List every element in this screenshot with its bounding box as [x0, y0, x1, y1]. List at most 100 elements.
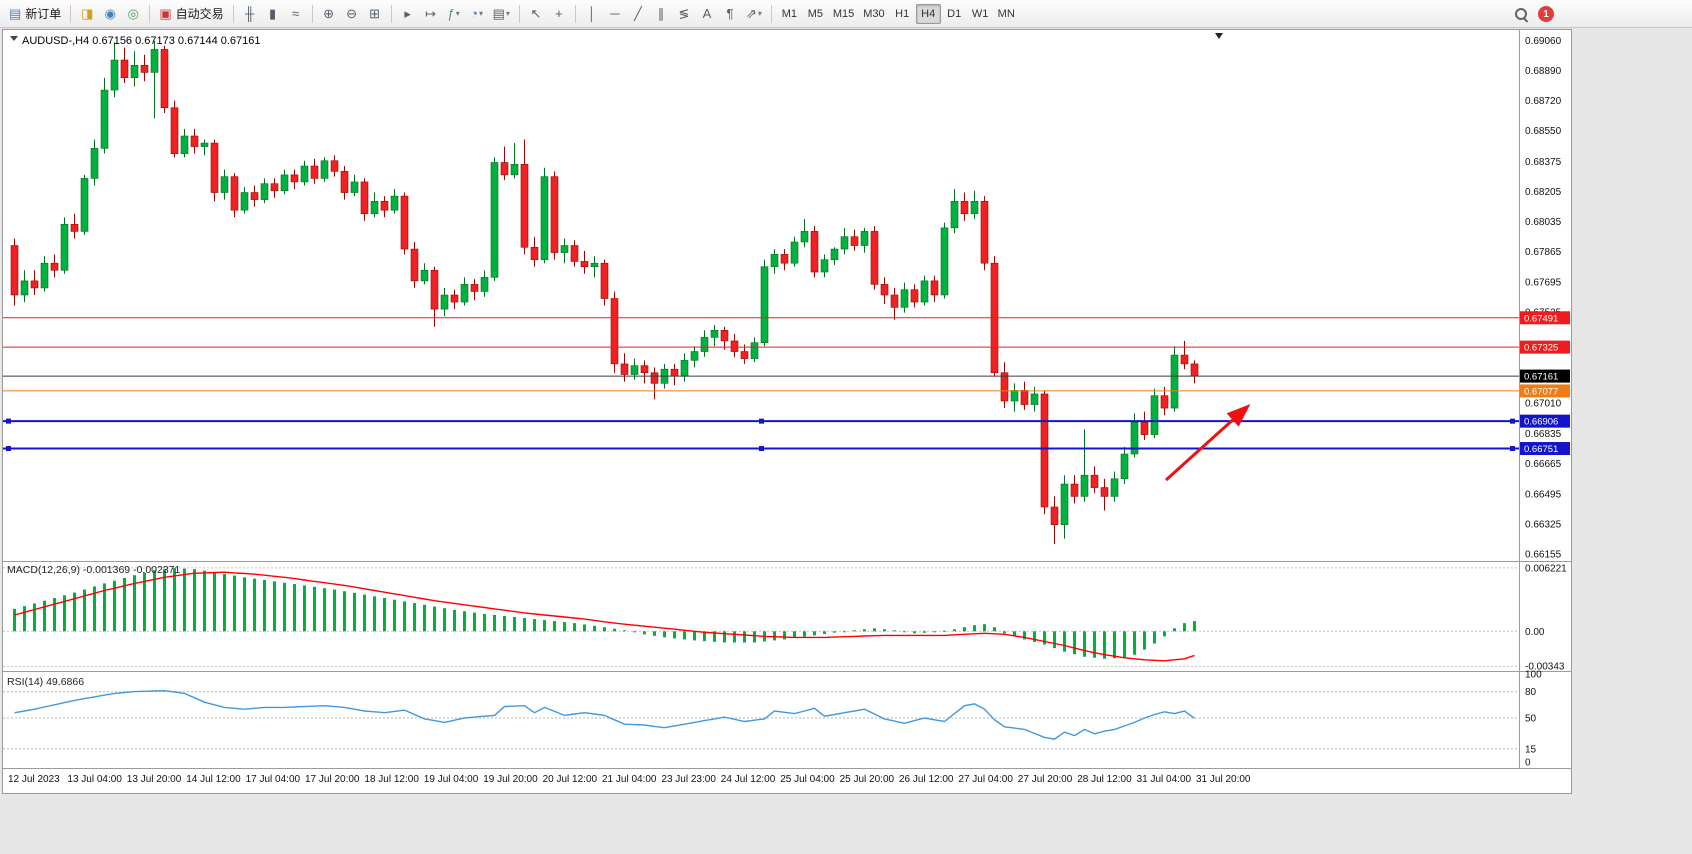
- indicators-icon[interactable]: ƒ ▾: [443, 3, 465, 25]
- templates-icon[interactable]: ▤ ▾: [489, 3, 514, 25]
- label-icon: ¶: [726, 6, 734, 21]
- svg-text:0.67491: 0.67491: [1524, 313, 1558, 324]
- chart-shift-icon: ↦: [425, 6, 437, 21]
- dropdown-arrow-icon[interactable]: ▾: [479, 9, 484, 18]
- timeframe-m1[interactable]: M1: [781, 7, 797, 20]
- autotrading-button-label: 自动交易: [175, 7, 224, 21]
- trend-arrow[interactable]: [1164, 403, 1251, 482]
- fibonacci-icon[interactable]: ≶: [673, 3, 695, 25]
- toolbar-separator: [70, 4, 72, 23]
- svg-text:0.66665: 0.66665: [1525, 459, 1562, 470]
- new-order-button[interactable]: ▤ 新订单: [5, 3, 65, 25]
- support-line-2-handle[interactable]: [6, 446, 11, 452]
- indicator-level-lines: [3, 567, 1519, 750]
- timeframe-m30[interactable]: M30: [863, 7, 885, 20]
- navigator-icon: ◉: [104, 6, 116, 21]
- timeframe-d1[interactable]: D1: [947, 7, 962, 20]
- channel-icon: ∥: [657, 6, 665, 21]
- horizontal-line-icon[interactable]: ─: [604, 3, 626, 25]
- navigator-icon[interactable]: ◉: [99, 3, 121, 25]
- chart-background: [3, 30, 1571, 793]
- autotrading-icon: ▣: [159, 6, 172, 21]
- support-line-1-handle[interactable]: [6, 418, 11, 424]
- timeframe-h4[interactable]: H4: [915, 3, 941, 24]
- svg-text:0.67325: 0.67325: [1524, 343, 1558, 354]
- channel-icon[interactable]: ∥: [650, 3, 672, 25]
- periods-icon[interactable]: ◔ ▾: [466, 3, 488, 25]
- svg-text:17 Jul 04:00: 17 Jul 04:00: [246, 774, 301, 785]
- timeframe-m5[interactable]: M5: [807, 7, 823, 20]
- cursor-icon[interactable]: ↖: [525, 3, 547, 25]
- svg-text:25 Jul 04:00: 25 Jul 04:00: [780, 774, 835, 785]
- svg-text:17 Jul 20:00: 17 Jul 20:00: [305, 774, 360, 785]
- candlestick-chart-icon: ▮: [269, 6, 277, 21]
- shapes-icon[interactable]: ⇗ ▾: [742, 3, 766, 25]
- text-icon[interactable]: A: [696, 3, 718, 25]
- crosshair-icon[interactable]: +: [548, 3, 570, 25]
- svg-text:0.66495: 0.66495: [1525, 489, 1562, 500]
- horizontal-line-icon: ─: [610, 6, 620, 21]
- auto-scroll-icon[interactable]: ▸: [397, 3, 419, 25]
- zoom-out-icon[interactable]: ⊖: [341, 3, 363, 25]
- svg-text:25 Jul 20:00: 25 Jul 20:00: [840, 774, 895, 785]
- rsi-line: [14, 689, 1195, 740]
- svg-text:0.00: 0.00: [1525, 627, 1545, 638]
- svg-text:26 Jul 12:00: 26 Jul 12:00: [899, 774, 954, 785]
- market-watch-icon: ◨: [81, 6, 94, 21]
- market-watch-icon[interactable]: ◨: [76, 3, 98, 25]
- svg-text:0.66325: 0.66325: [1525, 519, 1562, 530]
- trendline-icon[interactable]: ╱: [627, 3, 649, 25]
- svg-text:0.66155: 0.66155: [1525, 549, 1562, 560]
- toolbar-separator: [770, 4, 772, 23]
- autotrading-button[interactable]: ▣ 自动交易: [155, 3, 227, 25]
- pivot-line-orange-badge: [1520, 384, 1570, 398]
- support-line-2-handle[interactable]: [1510, 446, 1515, 452]
- date-axis: 12 Jul 2023 13 Jul 04:00 13 Jul 20:00 14 Ju…: [8, 774, 1251, 785]
- vertical-line-icon[interactable]: │: [581, 3, 603, 25]
- search-icon[interactable]: [1514, 7, 1529, 22]
- dropdown-arrow-icon[interactable]: ▾: [757, 9, 762, 18]
- dropdown-arrow-icon[interactable]: ▾: [455, 9, 460, 18]
- svg-text:0.66751: 0.66751: [1524, 444, 1558, 455]
- svg-text:23 Jul 23:00: 23 Jul 23:00: [661, 774, 716, 785]
- toolbar-separator: [390, 4, 392, 23]
- dropdown-arrow-icon[interactable]: ▾: [505, 9, 510, 18]
- svg-text:0: 0: [1525, 758, 1531, 769]
- candlestick-chart-icon[interactable]: ▮: [262, 3, 284, 25]
- tile-windows-icon[interactable]: ⊞: [364, 3, 386, 25]
- svg-text:19 Jul 20:00: 19 Jul 20:00: [483, 774, 538, 785]
- line-chart-icon[interactable]: ≈: [285, 3, 307, 25]
- auto-scroll-icon: ▸: [404, 6, 411, 21]
- bar-chart-icon[interactable]: ╫: [239, 3, 261, 25]
- series-end-marker-icon: [1215, 33, 1223, 39]
- svg-text:0.68035: 0.68035: [1525, 217, 1562, 228]
- support-line-1-handle[interactable]: [1510, 418, 1515, 424]
- support-line-2-badge: [1520, 442, 1570, 456]
- price-badges: 0.67491 0.67325 0.67161 0.67077 0.66906 0.667…: [1520, 311, 1570, 456]
- notification-badge[interactable]: 1: [1538, 6, 1554, 22]
- timeframe-w1[interactable]: W1: [971, 7, 989, 20]
- chart-shift-icon[interactable]: ↦: [420, 3, 442, 25]
- terminal-icon[interactable]: ◎: [122, 3, 144, 25]
- timeframe-m15[interactable]: M15: [832, 7, 855, 20]
- trendline-icon: ╱: [634, 6, 642, 21]
- timeframe-h1[interactable]: H1: [895, 7, 910, 20]
- rsi-label: RSI(14) 49.6866: [7, 676, 84, 688]
- chart-canvas[interactable]: 0.69060 0.68890 0.68720 0.68550 0.68375 0.682…: [3, 30, 1571, 793]
- macd-label: MACD(12,26,9) -0.001369 -0.002371: [7, 564, 181, 576]
- timeframe-mn[interactable]: MN: [997, 7, 1015, 20]
- zoom-in-icon[interactable]: ⊕: [318, 3, 340, 25]
- svg-text:0.67865: 0.67865: [1525, 247, 1562, 258]
- indicators-icon: ƒ: [447, 6, 455, 21]
- label-icon[interactable]: ¶: [719, 3, 741, 25]
- support-line-1-handle[interactable]: [759, 418, 764, 424]
- svg-text:31 Jul 04:00: 31 Jul 04:00: [1137, 774, 1192, 785]
- shapes-icon: ⇗: [745, 6, 757, 21]
- toolbar: ▤ 新订单 ◨ ◉ ◎ ▣ 自动交易 ╫ ▮ ≈ ⊕ ⊖ ⊞ ▸ ↦ ƒ ▾ ◔ ▾ ▤ ▾ ↖ + │ ─ ╱ ∥ ≶ A ¶ ⇗ ▾ M1 M…: [0, 0, 1692, 28]
- support-line-2-handle[interactable]: [759, 446, 764, 452]
- svg-text:31 Jul 20:00: 31 Jul 20:00: [1196, 774, 1251, 785]
- svg-text:50: 50: [1525, 714, 1537, 725]
- macd-signal-line: [14, 571, 1195, 662]
- svg-text:0.67695: 0.67695: [1525, 277, 1562, 288]
- collapse-chart-icon[interactable]: [10, 36, 18, 41]
